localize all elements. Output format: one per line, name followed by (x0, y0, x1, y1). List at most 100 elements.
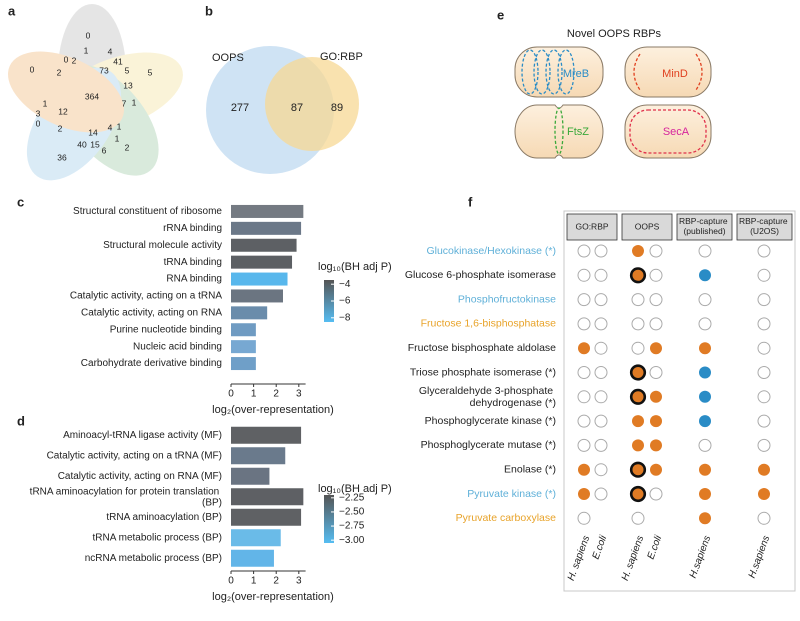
region-count: 0 (36, 118, 41, 128)
dot (577, 414, 591, 428)
protein-label: MreB (563, 68, 589, 80)
x-tick-label: 1 (251, 389, 257, 400)
venn-set (53, 52, 183, 132)
region-count: 5 (125, 65, 130, 75)
dot (699, 366, 711, 379)
y-tick-label: RNA binding (166, 274, 222, 285)
bar (231, 488, 304, 506)
localization (629, 109, 707, 154)
colorbar-tick-label: −3.00 (339, 535, 365, 546)
dot (757, 268, 771, 282)
localization (557, 49, 575, 95)
y-tick-label: Purine nucleotide binding (110, 324, 222, 335)
localization (545, 49, 563, 95)
dot (698, 438, 712, 452)
dot (629, 388, 647, 405)
region-count: 2 (57, 67, 62, 77)
x-tick-label: 1 (251, 576, 257, 587)
dot (594, 268, 608, 282)
region-count: 1 (84, 45, 89, 55)
dot (577, 317, 591, 331)
region-count: 2 (125, 142, 130, 152)
cell (624, 104, 712, 159)
colorbar (324, 280, 334, 322)
venn-set (265, 57, 359, 151)
dot (650, 439, 662, 452)
dot (577, 293, 591, 307)
dot (649, 293, 663, 307)
dot (699, 269, 711, 282)
row-label: Glyceraldehyde 3-phosphate dehydrogenase… (419, 385, 556, 409)
dot (578, 342, 590, 355)
row-label: Phosphoglycerate kinase (*) (425, 415, 556, 427)
region-count: 73 (99, 65, 109, 75)
colorbar-tick-label: −6 (339, 296, 351, 307)
column-header-box (566, 213, 618, 241)
y-tick-label: tRNA binding (164, 257, 222, 268)
column-label: H. sapiens (620, 534, 646, 582)
region-count: 0 (86, 30, 91, 40)
dot (699, 390, 711, 403)
dot (577, 438, 591, 452)
dot (698, 317, 712, 331)
row-label: Fructose bisphosphate aldolase (408, 342, 556, 354)
dot (649, 366, 663, 379)
y-tick-label: Nucleic acid binding (133, 341, 222, 352)
region-count: 3 (36, 108, 41, 118)
localization (533, 49, 551, 95)
region-count: 1 (117, 121, 122, 131)
dot (594, 293, 608, 307)
dot (631, 293, 645, 307)
dot (649, 487, 663, 501)
y-tick-label: tRNA aminoacylation for protein translat… (30, 486, 222, 508)
dot (629, 485, 647, 503)
dot (757, 414, 771, 428)
column-label: E.coli (591, 533, 610, 560)
dot (757, 293, 771, 307)
dot (578, 488, 590, 500)
x-tick-label: 2 (273, 576, 279, 587)
dot (698, 244, 712, 258)
dot (594, 463, 608, 477)
dot (629, 461, 647, 478)
dot (649, 244, 663, 258)
localization (521, 49, 539, 95)
dot (758, 463, 770, 476)
venn-set (26, 67, 122, 181)
dot (577, 390, 591, 404)
row-label: Triose phosphate isomerase (*) (410, 366, 556, 378)
bar (231, 467, 270, 485)
region-count: 36 (57, 152, 67, 162)
bar (231, 238, 297, 252)
bar (231, 255, 293, 269)
x-tick-label: 2 (273, 389, 279, 400)
set-label: GO:RBP (320, 51, 363, 63)
protein-label: MinD (662, 68, 688, 80)
bar (231, 508, 302, 526)
dot (757, 317, 771, 331)
region-count: 2 (58, 123, 63, 133)
y-tick-label: rRNA binding (163, 223, 222, 234)
dot (699, 415, 711, 428)
y-tick-label: Catalytic activity, acting on RNA (MF) (58, 471, 222, 482)
y-tick-label: Catalytic activity, acting on a tRNA (70, 291, 222, 302)
venn-set (57, 64, 159, 176)
y-tick-label: Carbohydrate derivative binding (81, 358, 222, 369)
cell (514, 104, 604, 159)
dot (631, 341, 645, 355)
bar (231, 549, 274, 567)
dot (650, 463, 662, 476)
colorbar-tick-label: −2.25 (339, 492, 365, 503)
x-tick-label: 0 (228, 389, 234, 400)
dot (649, 317, 663, 331)
venn-set (58, 4, 126, 140)
dot (594, 244, 608, 258)
dot (594, 487, 608, 501)
bar (231, 323, 256, 337)
dot (699, 488, 711, 500)
diagram-title: Novel OOPS RBPs (567, 28, 662, 40)
row-label: Fructose 1,6-bisphosphatase (421, 318, 557, 330)
localization (695, 53, 703, 91)
bar (231, 204, 304, 218)
protein-localization (521, 49, 707, 155)
